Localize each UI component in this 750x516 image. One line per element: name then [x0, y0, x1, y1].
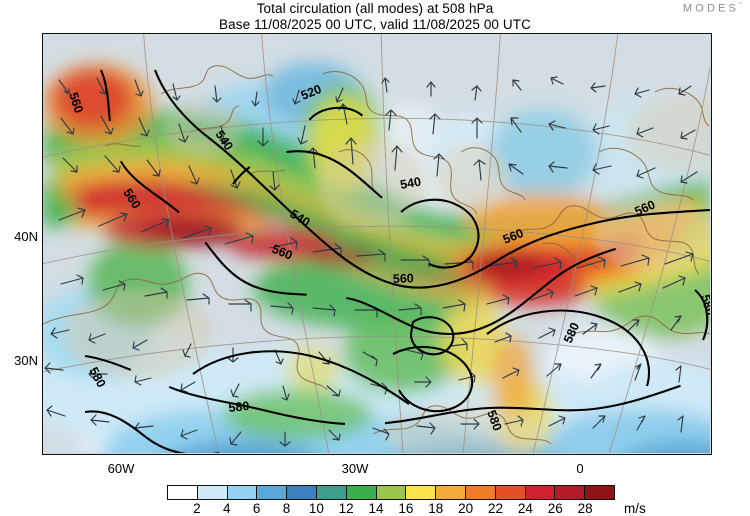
colorbar-swatch-7 — [376, 486, 407, 499]
colorbar-swatch-10 — [465, 486, 496, 499]
colorbar-swatch-12 — [525, 486, 556, 499]
colorbar-tick-8: 8 — [282, 501, 291, 516]
colorbar-swatch-1 — [197, 486, 228, 499]
xlabel-0: 0 — [576, 461, 584, 476]
colorbar-tick-12: 12 — [338, 501, 354, 516]
colorbar-tick-4: 4 — [222, 501, 231, 516]
brand-mark: ° — [739, 2, 742, 9]
colorbar-tick-26: 26 — [547, 501, 563, 516]
contour-580-a — [84, 354, 710, 426]
graticule — [43, 34, 710, 453]
svg-text:580: 580 — [484, 408, 504, 432]
svg-text:580: 580 — [698, 293, 710, 317]
colorbar-swatch-3 — [257, 486, 288, 499]
colorbar-unit: m/s — [624, 501, 646, 516]
colorbar-swatch-8 — [406, 486, 437, 499]
colorbar-tick-14: 14 — [368, 501, 384, 516]
wind-arrows — [44, 76, 698, 447]
colorbar-swatch-9 — [436, 486, 466, 499]
contour-560-second — [154, 69, 710, 289]
xlabel-60w: 60W — [107, 461, 135, 476]
contour-520 — [301, 106, 375, 172]
brand-text: MODES — [682, 2, 740, 15]
title-block: Total circulation (all modes) at 508 hPa… — [0, 1, 750, 32]
svg-text:540: 540 — [399, 175, 422, 192]
colorbar-swatch-2 — [227, 486, 258, 499]
colorbar-swatch-13 — [555, 486, 586, 499]
colorbar-swatch-0 — [168, 486, 198, 499]
colorbar-swatch-14 — [585, 486, 614, 499]
contour-560-main — [100, 69, 710, 336]
colorbar-ticks: 2 4 6 8 10 12 14 16 18 20 22 24 26 28 — [167, 501, 615, 516]
land-tint — [63, 96, 710, 453]
coastlines — [43, 65, 710, 445]
svg-text:560: 560 — [66, 91, 86, 115]
map-svg: 520 540 540 540 560 560 560 560 560 560 … — [43, 34, 710, 453]
svg-text:580: 580 — [228, 399, 250, 415]
colorbar-tick-22: 22 — [488, 501, 504, 516]
colorbar-tick-18: 18 — [428, 501, 444, 516]
svg-text:560: 560 — [393, 271, 414, 286]
contour-580-d — [392, 346, 474, 413]
contour-580-e — [486, 309, 651, 387]
chart-title: Total circulation (all modes) at 508 hPa — [256, 1, 494, 16]
xlabel-30w: 30W — [341, 461, 369, 476]
contour-580-b — [84, 410, 219, 453]
ylabel-40n: 40N — [14, 229, 38, 244]
map-panel[interactable]: 520 540 540 540 560 560 560 560 560 560 … — [42, 33, 712, 455]
colorbar-swatch-5 — [316, 486, 347, 499]
colorbar-swatch-4 — [287, 486, 317, 499]
height-contours — [84, 69, 710, 453]
colorbar[interactable] — [167, 485, 615, 500]
contour-580-f — [694, 289, 709, 341]
contour-540-b — [400, 198, 480, 269]
colorbar-swatch-6 — [346, 486, 377, 499]
colorbar-tick-28: 28 — [577, 501, 593, 516]
contour-540-a — [232, 150, 484, 227]
colorbar-tick-2: 2 — [193, 501, 201, 516]
modes-logo: MODES° — [683, 2, 742, 15]
contour-580-c — [192, 350, 410, 405]
colorbar-tick-24: 24 — [517, 501, 533, 516]
colorbar-tick-10: 10 — [308, 501, 324, 516]
ylabel-30n: 30N — [14, 353, 38, 368]
chart-subtitle: Base 11/08/2025 00 UTC, valid 11/08/2025… — [219, 16, 531, 32]
colorbar-swatch-11 — [495, 486, 526, 499]
colorbar-tick-20: 20 — [458, 501, 474, 516]
colorbar-tick-6: 6 — [252, 501, 261, 516]
contour-low-small — [409, 316, 455, 356]
colorbar-tick-16: 16 — [398, 501, 414, 516]
